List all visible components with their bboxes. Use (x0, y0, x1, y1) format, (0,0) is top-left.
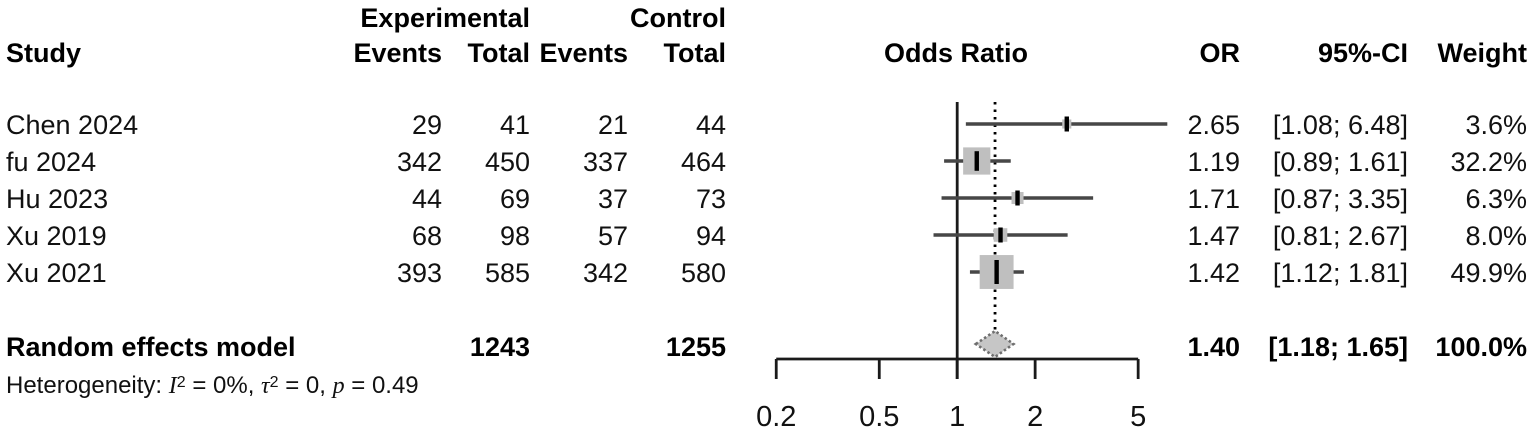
i-squared-symbol: I (168, 373, 177, 399)
column-group-control: Control (630, 3, 726, 33)
total-experimental: 98 (499, 221, 530, 251)
study-name: Chen 2024 (6, 110, 139, 140)
column-group-experimental: Experimental (360, 3, 530, 33)
column-header-events-experimental: Events (353, 38, 442, 68)
heterogeneity-prefix: Heterogeneity: (6, 372, 169, 399)
or-value: 1.19 (1187, 147, 1240, 177)
total-control: 464 (680, 147, 726, 177)
total-experimental: 41 (499, 110, 530, 140)
ci-value: [0.81; 2.67] (1272, 221, 1408, 251)
column-header-ci: 95%-CI (1317, 38, 1408, 68)
weight-value: 3.6% (1465, 110, 1527, 140)
column-header-total-experimental: Total (467, 38, 531, 68)
total-control: 44 (695, 110, 726, 140)
i-squared-exponent: 2 (176, 374, 186, 391)
column-header-study: Study (6, 38, 82, 68)
weight-value: 6.3% (1465, 184, 1527, 214)
axis-tick-label: 2 (1027, 401, 1043, 433)
ci-value: [0.89; 1.61] (1272, 147, 1408, 177)
events-experimental: 342 (396, 147, 442, 177)
study-name: Xu 2021 (6, 258, 107, 288)
total-control: 94 (695, 221, 726, 251)
ci-value: [1.12; 1.81] (1272, 258, 1408, 288)
weight-value: 8.0% (1465, 221, 1527, 251)
events-control: 21 (597, 110, 628, 140)
axis-tick-label: 5 (1130, 401, 1146, 433)
ci-value: [0.87; 3.35] (1272, 184, 1408, 214)
events-control: 337 (582, 147, 628, 177)
total-control: 73 (695, 184, 726, 214)
p-value-symbol: p (332, 373, 345, 399)
weight-value: 32.2% (1450, 147, 1527, 177)
plot-title: Odds Ratio (883, 38, 1028, 68)
tau-squared-symbol: τ (261, 373, 270, 399)
ci-value: [1.08; 6.48] (1272, 110, 1408, 140)
or-value: 2.65 (1187, 110, 1240, 140)
column-header-total-control: Total (663, 38, 727, 68)
or-value: 1.71 (1187, 184, 1240, 214)
total-experimental: 450 (484, 147, 530, 177)
total-control: 580 (680, 258, 726, 288)
or-value: 1.42 (1187, 258, 1240, 288)
column-header-or: OR (1199, 38, 1241, 68)
heterogeneity-note: Heterogeneity: I2 = 0%, τ2 = 0, p = 0.49 (6, 369, 419, 400)
summary-weight-value: 100.0% (1435, 332, 1527, 362)
events-control: 57 (597, 221, 628, 251)
events-control: 342 (582, 258, 628, 288)
axis-tick-label: 0.5 (859, 401, 899, 433)
summary-or-value: 1.40 (1187, 332, 1240, 362)
events-experimental: 393 (396, 258, 442, 288)
or-value: 1.47 (1187, 221, 1240, 251)
summary-model-label: Random effects model (6, 332, 296, 362)
axis-tick-label: 0.2 (756, 401, 796, 433)
events-experimental: 29 (411, 110, 442, 140)
study-name: Hu 2023 (6, 184, 109, 214)
column-header-weight: Weight (1437, 38, 1528, 68)
tau-squared-exponent: 2 (269, 374, 279, 391)
study-name: fu 2024 (6, 147, 97, 177)
events-control: 37 (597, 184, 628, 214)
total-experimental: 585 (484, 258, 530, 288)
events-experimental: 68 (411, 221, 442, 251)
weight-value: 49.9% (1450, 258, 1527, 288)
events-experimental: 44 (411, 184, 442, 214)
study-name: Xu 2019 (6, 221, 107, 251)
heterogeneity-segment: = 0%, (185, 372, 262, 399)
axis-tick-label: 1 (949, 401, 965, 433)
heterogeneity-segment: = 0.49 (344, 372, 419, 399)
summary-total-experimental: 1243 (469, 332, 530, 362)
heterogeneity-segment: = 0, (278, 372, 333, 399)
summary-total-control: 1255 (665, 332, 726, 362)
summary-ci-value: [1.18; 1.65] (1268, 332, 1408, 362)
total-experimental: 69 (499, 184, 530, 214)
column-header-events-control: Events (539, 38, 628, 68)
